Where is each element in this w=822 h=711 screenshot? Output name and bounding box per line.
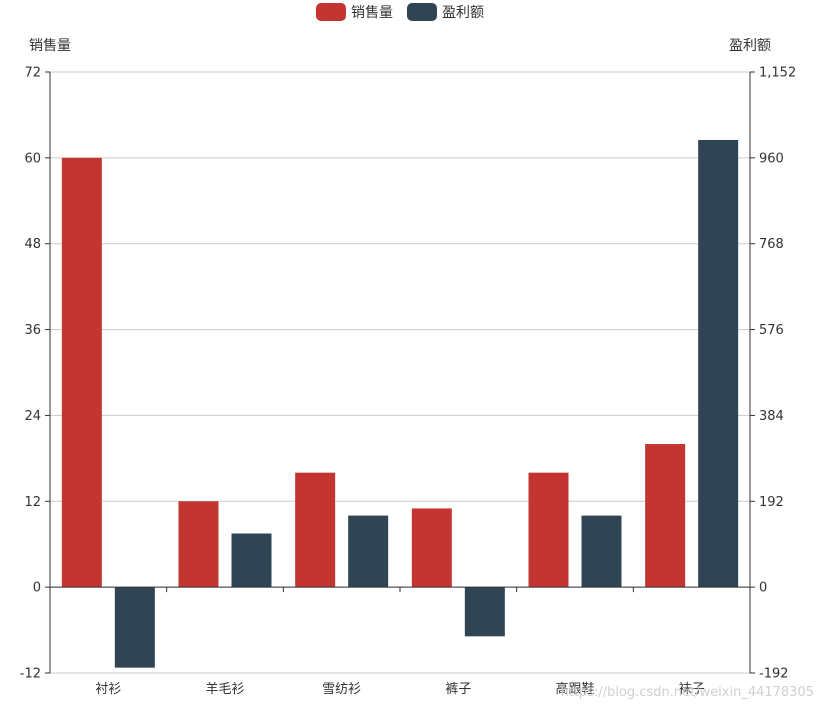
y-left-tick-label-2: 12 (24, 495, 41, 510)
y-left-tick-label-1: 0 (33, 581, 41, 596)
y-axis-left-title: 销售量 (29, 38, 71, 54)
x-tick-label-1: 羊毛衫 (205, 681, 244, 697)
bar-sales-4[interactable] (528, 472, 569, 588)
bars (61, 139, 739, 668)
y-left-tick-label-3: 24 (24, 409, 41, 424)
legend[interactable]: 销售量 盈利额 (316, 3, 484, 21)
bar-profit-0[interactable] (114, 587, 155, 668)
bar-sales-0[interactable] (61, 157, 102, 588)
bar-sales-5[interactable] (645, 444, 686, 588)
x-tick-label-4: 高跟鞋 (555, 681, 594, 697)
x-tick-label-5: 袜子 (679, 682, 705, 697)
bar-profit-4[interactable] (581, 515, 622, 588)
bar-sales-2[interactable] (295, 472, 336, 588)
bar-profit-2[interactable] (348, 515, 389, 588)
x-tick-label-0: 衬衫 (95, 682, 121, 697)
bar-profit-1[interactable] (231, 533, 272, 588)
y-right-tick-label-5: 768 (759, 237, 784, 252)
legend-label-1[interactable]: 盈利额 (442, 5, 484, 21)
legend-swatch-1[interactable] (407, 3, 437, 21)
y-left-tick-label-0: -12 (20, 667, 41, 682)
bar-profit-3[interactable] (464, 587, 505, 637)
y-right-tick-label-3: 384 (759, 409, 784, 424)
grid-lines (50, 71, 750, 674)
tick-labels: -12 0 12 24 36 48 60 72 -192 0 192 384 576 768 960 1,15… (20, 66, 796, 698)
bar-sales-3[interactable] (411, 508, 452, 588)
y-right-tick-label-4: 576 (759, 323, 784, 338)
y-left-tick-label-7: 72 (24, 66, 41, 81)
y-left-tick-label-4: 36 (24, 323, 41, 338)
watermark-text: https://blog.csdn.net/weixin_44178305 (560, 685, 814, 700)
y-axis-right-title: 盈利额 (729, 38, 771, 54)
bar-profit-5[interactable] (698, 139, 739, 588)
x-tick-label-2: 雪纺衫 (322, 682, 361, 697)
y-right-tick-label-7: 1,152 (759, 66, 796, 81)
x-tick-label-3: 裤子 (445, 682, 471, 697)
y-right-tick-label-0: -192 (759, 667, 789, 682)
y-left-tick-label-5: 48 (24, 237, 41, 252)
y-right-tick-label-2: 192 (759, 495, 784, 510)
y-right-tick-label-1: 0 (759, 581, 767, 596)
axes (45, 71, 755, 674)
bar-sales-1[interactable] (178, 501, 219, 588)
legend-swatch-0[interactable] (316, 3, 346, 21)
legend-label-0[interactable]: 销售量 (351, 5, 393, 21)
y-right-tick-label-6: 960 (759, 151, 784, 166)
y-left-tick-label-6: 60 (24, 151, 41, 166)
